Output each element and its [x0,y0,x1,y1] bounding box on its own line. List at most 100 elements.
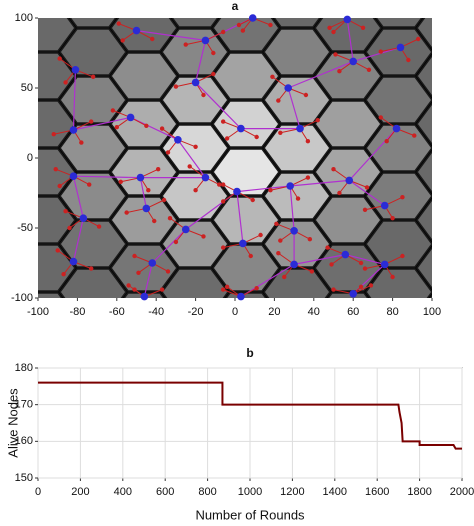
member-node [325,245,330,250]
hexagon [110,196,178,244]
hexagon [60,317,126,363]
member-node [364,185,370,190]
member-node [331,29,336,35]
x-tick-label: 80 [386,306,398,318]
cluster-head [191,78,200,87]
hexagon [59,124,127,172]
route-link [72,69,77,131]
member-node [331,287,336,292]
cluster-head [132,26,141,35]
member-node [124,210,129,215]
hexagon [9,0,75,3]
x-tick-label: 1000 [238,486,262,498]
member-node [152,218,157,224]
route-link [236,191,244,244]
member-node [126,283,131,288]
member-node [360,25,366,30]
x-tick-label: 1200 [280,486,304,498]
line [38,381,462,450]
member-node [173,239,179,245]
member-node [270,74,275,80]
member-node [132,253,137,259]
x-tick-label: 1400 [323,486,347,498]
member-node [337,190,342,196]
hexagon [263,124,331,172]
member-node [406,57,411,63]
cluster-head [248,14,257,22]
member-node [79,140,84,145]
route-link [195,81,242,130]
x-tick-label: 2000 [450,486,474,498]
hexagon [161,220,229,268]
member-node [193,144,198,149]
member-node [116,21,121,26]
cluster-head [380,201,389,210]
member-node [329,262,334,267]
member-node [88,119,94,124]
hexagon [38,100,76,148]
hexagon [212,196,280,244]
member-node [87,182,92,187]
route-link [287,60,354,89]
member-node [278,238,283,243]
member-node [51,132,56,137]
chart-title: b [246,346,253,360]
member-node [96,224,102,229]
member-node [173,84,179,89]
hexagon [366,317,432,363]
member-node [217,182,222,187]
y-tick-label: 0 [27,152,33,164]
cluster-head [284,84,292,92]
x-tick-label: 600 [156,486,174,498]
hexagon [417,0,474,3]
member-node [146,188,151,193]
hexagon [110,244,178,292]
member-node [384,139,389,144]
member-node [211,50,216,56]
hexagon [59,172,127,220]
chart-title: a [232,0,239,13]
cluster-head [237,124,245,133]
member-node [236,22,242,28]
member-node [378,115,383,120]
route-link [143,262,153,297]
cluster-head [174,136,182,144]
member-node [220,182,226,187]
route-link [136,30,206,41]
hexagon [69,18,117,28]
hexagon [263,76,331,124]
member-node [274,221,279,226]
y-tick-label: 170 [15,399,33,411]
x-tick-label: 400 [114,486,132,498]
member-node [305,139,311,144]
member-node [220,287,226,292]
cluster-head [69,126,78,134]
x-tick-label: 60 [347,306,359,318]
hexagon [315,0,381,3]
hexagon [111,0,177,3]
member-node [165,150,171,155]
cluster-head [181,225,190,234]
member-node [118,179,123,184]
member-node [362,207,368,212]
cluster-head [239,239,247,248]
cluster-head [69,172,78,180]
member-node [90,74,96,80]
member-node [400,195,405,200]
member-node [193,188,198,193]
member-node [201,234,206,239]
route-link [72,218,84,262]
hexagon [38,52,76,100]
member-node [224,284,230,289]
member-node [315,118,320,123]
route-link [151,228,187,264]
member-node [305,175,311,180]
hexagon [416,150,432,194]
route-link [73,175,141,179]
route-link [177,139,206,178]
hexagon [263,220,331,268]
member-node [331,167,336,172]
hexagon [212,100,280,148]
